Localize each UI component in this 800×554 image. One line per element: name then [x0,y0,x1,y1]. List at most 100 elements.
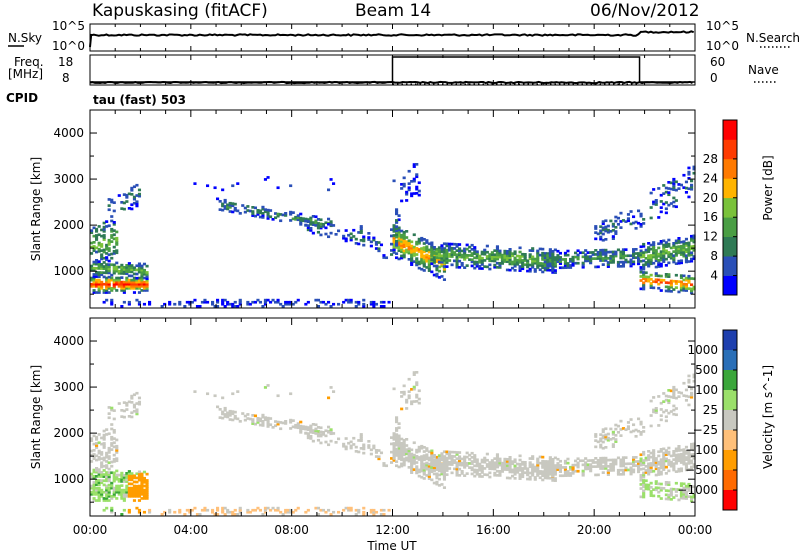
power-cell [508,248,512,251]
power-cell [475,250,479,254]
velocity-cell [470,460,474,463]
power-cell [682,244,686,248]
velocity-cell [669,460,673,464]
velocity-cell [453,459,457,462]
power-cell [442,278,447,281]
power-cell [115,241,119,244]
power-cell [148,300,152,304]
velocity-cell [551,460,555,463]
power-cell [316,222,321,225]
velocity-cell [571,465,575,469]
velocity-cell [357,450,361,454]
velocity-cell [289,418,293,422]
power-cell [251,300,255,304]
velocity-cell [105,460,109,463]
power-cell [682,282,686,286]
power-cell [674,205,678,209]
velocity-cell [296,426,300,430]
power-cell [674,254,678,257]
velocity-cell [659,497,663,500]
power-cell [659,256,663,260]
power-cell [551,269,555,272]
velocity-cell [92,497,96,500]
power-cell [374,241,379,244]
velocity-cell [137,490,142,494]
velocity-cell [536,474,540,477]
power-cell [611,222,615,226]
velocity-cell [460,472,464,475]
velocity-cell [115,449,119,452]
power-cell [432,252,436,255]
power-cell [621,256,626,260]
power-cell [412,179,416,183]
power-cell [616,265,621,268]
power-cell [440,250,444,254]
velocity-cell [127,470,131,473]
power-cell [687,241,691,245]
velocity-cell [100,471,104,474]
power-cell [652,188,656,191]
velocity-cell [604,446,608,449]
velocity-cell [571,470,575,473]
power-cell [130,270,134,274]
power-cell [440,244,444,247]
power-cell [102,289,106,292]
power-cell [664,264,668,267]
velocity-cell [581,463,585,467]
power-cell [233,206,237,210]
power-cell [662,239,666,243]
power-cell [100,287,104,290]
velocity-cell [654,407,658,410]
velocity-cell [664,409,668,412]
velocity-cell [392,446,396,450]
velocity-cell [465,455,469,459]
velocity-cell [425,455,429,459]
velocity-cell [571,467,575,471]
power-cell [261,207,265,211]
velocity-cell [659,472,663,476]
power-cell [662,252,666,255]
velocity-cell [629,468,633,472]
power-cell [112,209,116,213]
power-cell [571,257,575,261]
velocity-cell [448,456,452,460]
power-cell [105,267,109,271]
velocity-cell [130,401,134,404]
velocity-cell [105,477,109,481]
velocity-cell [468,466,472,469]
power-cell [248,209,252,213]
velocity-cell [503,466,507,469]
power-cell [95,273,99,276]
power-cell [513,250,517,254]
x-tick-label: 00:00 [678,523,713,537]
power-cell [432,258,436,262]
velocity-cell [649,399,653,403]
power-cell [546,268,550,272]
power-cell [672,204,676,208]
power-cell [508,256,512,259]
velocity-cell [105,479,109,483]
velocity-cell [662,410,666,414]
velocity-cell [105,471,109,474]
power-cell [435,274,439,278]
velocity-cell [324,429,328,433]
velocity-cell [682,448,686,451]
velocity-cell [90,472,94,476]
power-cell [132,282,137,286]
velocity-cell [594,435,598,438]
velocity-cell [634,456,638,459]
velocity-cell [442,471,447,475]
power-cell [127,285,131,288]
power-cell [223,198,227,202]
velocity-cell [463,461,467,465]
velocity-cell [256,421,260,424]
velocity-cell [604,427,608,431]
velocity-cell [516,468,520,472]
power-cell [405,250,409,254]
velocity-cell [662,466,666,469]
velocity-cell [289,508,293,512]
power-cell [495,249,500,253]
velocity-cell [667,489,671,493]
velocity-cell [621,456,626,459]
power-cell [662,202,666,206]
